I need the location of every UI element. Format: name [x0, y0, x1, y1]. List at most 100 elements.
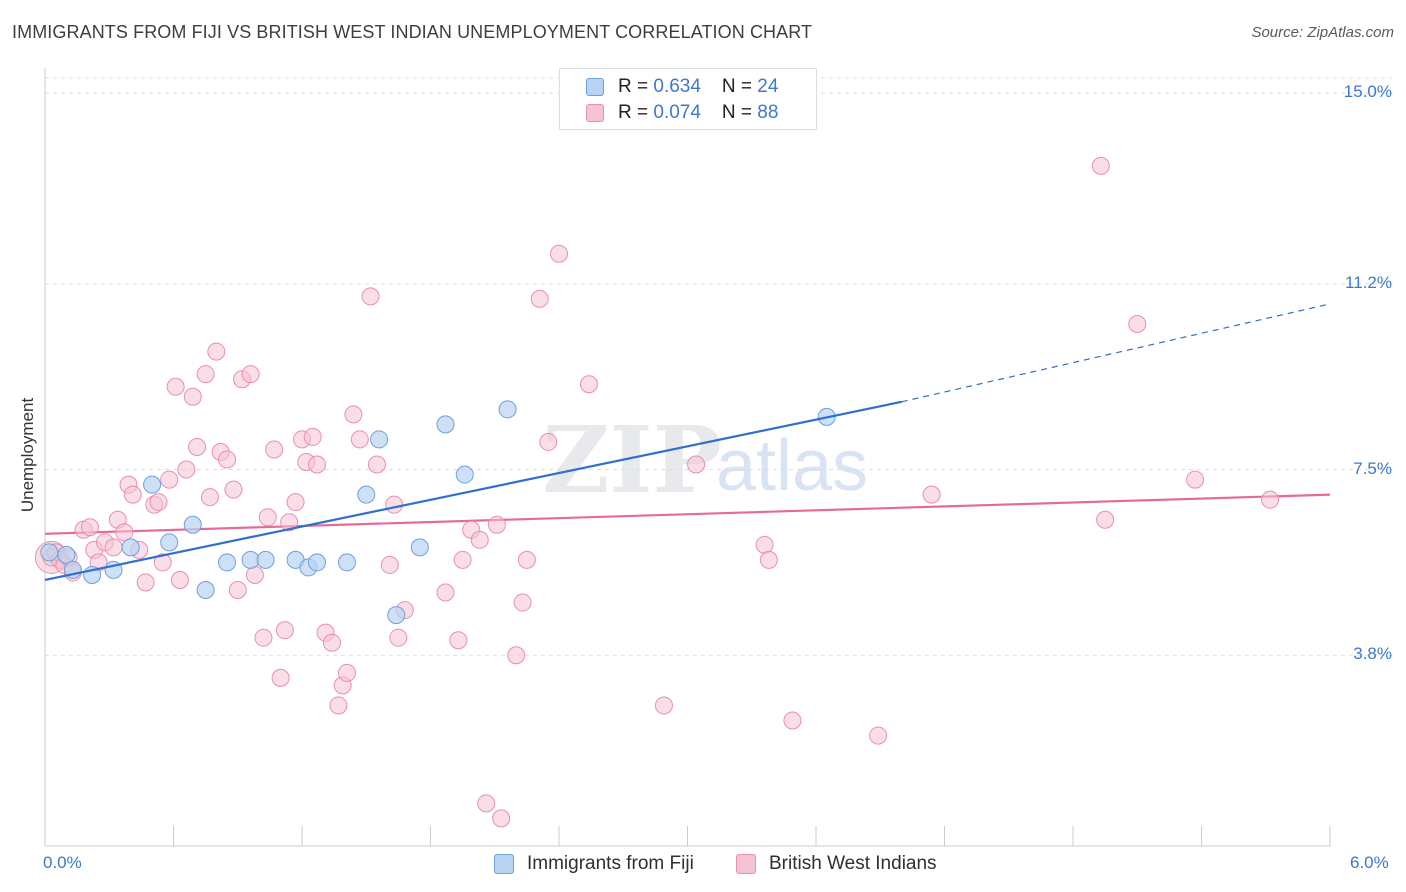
legend-swatch-bwi — [586, 104, 604, 122]
data-point-fiji — [57, 545, 76, 564]
data-point-bwi — [170, 570, 189, 589]
data-point-bwi — [922, 485, 941, 504]
data-point-bwi — [579, 375, 598, 394]
data-point-bwi — [380, 555, 399, 574]
data-point-fiji — [183, 515, 202, 534]
legend-r-label: R = — [618, 102, 654, 123]
data-point-bwi — [136, 573, 155, 592]
legend-n-label: N = — [721, 76, 758, 97]
data-point-fiji — [337, 553, 356, 572]
data-point-fiji — [498, 400, 517, 419]
legend-row-bwi: R = 0.074 N = 88 — [586, 101, 778, 125]
data-point-bwi — [869, 726, 888, 745]
data-point-bwi — [254, 628, 273, 647]
data-point-bwi — [177, 460, 196, 479]
data-point-bwi — [183, 387, 202, 406]
data-point-bwi — [755, 535, 774, 554]
y-axis-label: Unemployment — [18, 397, 37, 513]
data-point-fiji — [121, 538, 140, 557]
y-tick-label: 15.0% — [1343, 82, 1392, 102]
data-point-bwi — [436, 583, 455, 602]
data-point-fiji — [307, 553, 326, 572]
trend-british-west-indians — [44, 493, 1331, 535]
data-point-bwi — [1091, 156, 1110, 175]
data-point-fiji — [387, 606, 406, 625]
bottom-legend-fiji: Immigrants from Fiji — [494, 851, 694, 877]
data-point-bwi — [228, 581, 247, 600]
legend-r-label: R = — [618, 76, 654, 97]
data-point-bwi — [453, 550, 472, 569]
data-point-bwi — [245, 565, 264, 584]
data-point-bwi — [654, 696, 673, 715]
data-point-bwi — [166, 377, 185, 396]
legend-r-value-bwi: 0.074 — [653, 102, 701, 123]
data-point-bwi — [307, 455, 326, 474]
data-point-bwi — [361, 287, 380, 306]
watermark: ZIP atlas — [542, 406, 868, 514]
x-tick-label-min: 0.0% — [43, 853, 82, 872]
data-point-bwi — [759, 550, 778, 569]
data-point-bwi — [539, 432, 558, 451]
data-point-bwi — [513, 593, 532, 612]
bottom-legend-swatch-bwi — [736, 854, 756, 874]
legend-n-value-fiji: 24 — [757, 76, 779, 97]
data-point-bwi — [80, 518, 99, 537]
data-point-bwi — [123, 485, 142, 504]
data-point-bwi — [265, 440, 284, 459]
data-point-bwi — [517, 550, 536, 569]
legend-swatch-fiji — [586, 78, 604, 96]
points-british-west-indians — [34, 156, 1280, 828]
trend-immigrants-from-fiji — [44, 303, 1331, 582]
data-point-bwi — [507, 646, 526, 665]
source-attribution: Source: ZipAtlas.com — [1251, 24, 1394, 41]
trend-line-bwi — [44, 493, 1331, 535]
data-point-bwi — [492, 809, 511, 828]
data-point-fiji — [370, 430, 389, 449]
data-point-fiji — [357, 485, 376, 504]
data-point-bwi — [224, 480, 243, 499]
trend-line-fiji — [44, 400, 902, 582]
data-point-bwi — [271, 668, 290, 687]
data-point-bwi — [258, 508, 277, 527]
data-point-bwi — [241, 365, 260, 384]
data-point-bwi — [286, 493, 305, 512]
data-point-bwi — [1186, 470, 1205, 489]
data-point-fiji — [241, 550, 260, 569]
bottom-legend-label-bwi: British West Indians — [769, 853, 937, 874]
legend-n-label: N = — [721, 102, 758, 123]
data-point-bwi — [1128, 314, 1147, 333]
y-tick-label: 7.5% — [1353, 458, 1392, 478]
data-point-bwi — [196, 365, 215, 384]
data-point-fiji — [455, 465, 474, 484]
correlation-legend: R = 0.634 N = 24 R = 0.074 N = 88 — [559, 68, 817, 130]
bottom-legend-label-fiji: Immigrants from Fiji — [527, 853, 694, 874]
data-point-fiji — [143, 475, 162, 494]
data-point-bwi — [1261, 490, 1280, 509]
x-tick-marks — [44, 826, 1331, 846]
data-point-bwi — [687, 455, 706, 474]
data-point-bwi — [322, 633, 341, 652]
chart-title: IMMIGRANTS FROM FIJI VS BRITISH WEST IND… — [12, 22, 813, 42]
data-point-bwi — [207, 342, 226, 361]
data-point-fiji — [160, 533, 179, 552]
data-point-fiji — [196, 581, 215, 600]
bottom-legend-bwi: British West Indians — [736, 851, 937, 877]
data-point-fiji — [218, 553, 237, 572]
trend-line-fiji-extension — [901, 303, 1331, 403]
data-point-bwi — [530, 289, 549, 308]
data-point-bwi — [344, 405, 363, 424]
y-tick-label: 3.8% — [1353, 644, 1392, 664]
data-point-bwi — [280, 513, 299, 532]
data-point-bwi — [160, 470, 179, 489]
y-tick-label: 11.2% — [1345, 272, 1392, 292]
data-point-bwi — [115, 523, 134, 542]
data-point-bwi — [783, 711, 802, 730]
data-point-bwi — [550, 244, 568, 263]
data-point-bwi — [367, 455, 386, 474]
x-tick-label-max: 6.0% — [1350, 853, 1389, 872]
data-point-bwi — [200, 488, 219, 507]
data-point-bwi — [329, 696, 348, 715]
data-point-bwi — [385, 495, 404, 514]
watermark-atlas: atlas — [716, 426, 868, 506]
data-point-bwi — [218, 450, 237, 469]
